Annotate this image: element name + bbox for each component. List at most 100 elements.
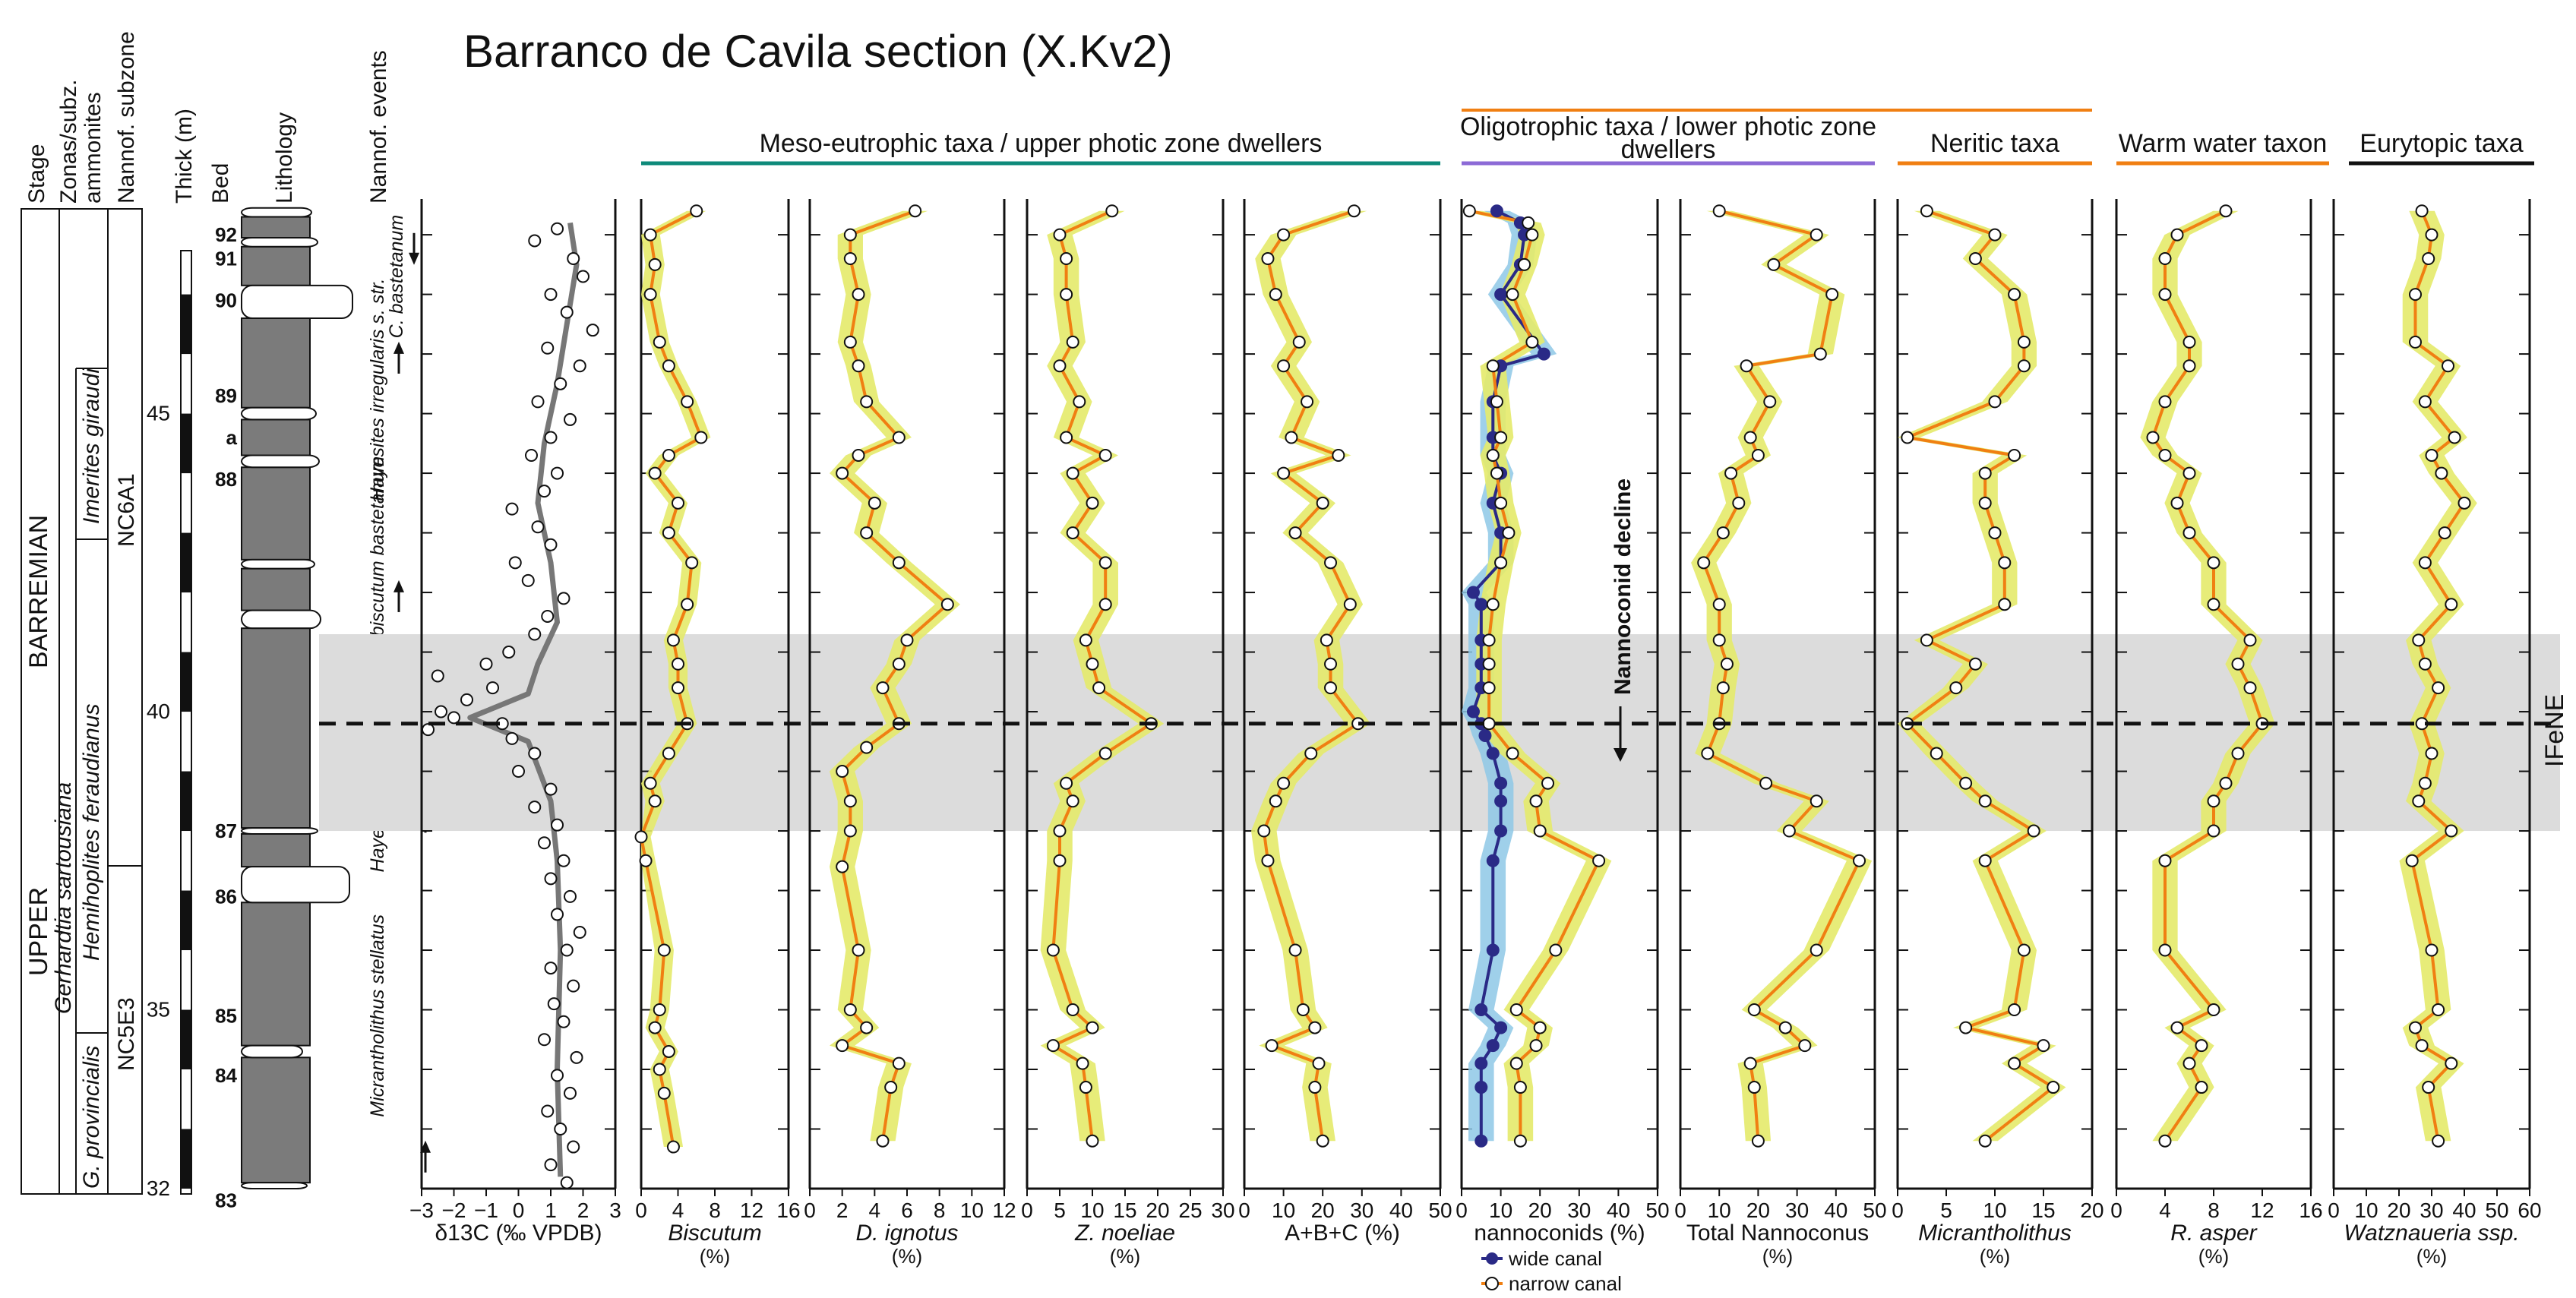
data-point: [643, 288, 657, 302]
data-point: [1092, 681, 1106, 695]
data-point: [1079, 633, 1092, 647]
data-point: [2182, 335, 2196, 349]
d13c-sample-point: [560, 943, 574, 957]
decline-arrow-head: [1614, 748, 1627, 762]
d13c-sample-point: [554, 377, 567, 390]
data-point: [1751, 1134, 1765, 1148]
data-point: [1513, 1134, 1527, 1148]
wide-canal-point: [1474, 598, 1488, 611]
group-label: Eurytopic taxa: [2359, 129, 2524, 158]
limestone-layer: [241, 1044, 303, 1059]
nannofossil-event-label: Micrantholithus stellatus: [367, 914, 388, 1117]
x-tick-label: 10: [2354, 1199, 2378, 1222]
data-point: [1988, 395, 2002, 409]
marl-layer: [241, 567, 311, 611]
ammonite-hemihoplites: Hemihoplites feraudianus: [79, 703, 104, 961]
data-point: [2182, 526, 2196, 540]
data-point: [1053, 228, 1067, 242]
x-tick-label: 30: [1350, 1199, 1373, 1222]
data-point: [1525, 228, 1539, 242]
x-tick-label: 10: [1708, 1199, 1731, 1222]
data-point: [1716, 526, 1730, 540]
thickness-tick-label: 32: [147, 1176, 170, 1200]
ammonite-imerites: Imerites giraudi: [79, 368, 104, 524]
marl-layer: [241, 1056, 311, 1184]
bed-label: 90: [215, 289, 237, 311]
x-tick-label: 0: [804, 1199, 816, 1222]
data-point: [2243, 633, 2257, 647]
bed-label: 92: [215, 223, 237, 246]
d13c-sample-point: [531, 395, 545, 409]
thickness-labels: 32 35 40 45: [147, 402, 170, 1200]
data-point: [1978, 794, 1992, 808]
x-tick-label: 20: [2080, 1199, 2103, 1222]
x-tick-label: 0: [2328, 1199, 2340, 1222]
data-point: [2422, 1081, 2435, 1094]
data-point: [666, 633, 680, 647]
data-point: [2195, 1039, 2208, 1053]
data-point: [1494, 431, 1508, 444]
data-point: [1968, 657, 1982, 671]
data-point: [2158, 854, 2172, 867]
wide-canal-point: [1537, 347, 1550, 361]
series-line: [1471, 209, 1546, 1142]
nannozone-box: [107, 208, 143, 1195]
data-point: [892, 556, 906, 570]
data-point: [1066, 1003, 1079, 1017]
data-point: [1767, 257, 1781, 271]
data-point: [643, 776, 657, 790]
taxa-group-headers: Meso-eutrophic taxa / upper photic zone …: [641, 109, 2534, 166]
data-point: [884, 1081, 898, 1094]
ifene-label: IFeNE: [2540, 694, 2569, 767]
x-tick-label: 30: [1211, 1199, 1234, 1222]
data-point: [1277, 228, 1291, 242]
data-point: [648, 1021, 662, 1034]
data-point: [2438, 526, 2451, 540]
header-zonas-2: ammonites: [81, 92, 106, 204]
data-point: [1998, 598, 2012, 611]
d13c-sample-point: [508, 556, 522, 570]
data-point: [2017, 943, 2031, 957]
data-point: [1506, 747, 1519, 760]
bed-label: 83: [215, 1189, 237, 1212]
data-point: [648, 257, 662, 271]
data-point: [1316, 1134, 1329, 1148]
data-point: [1825, 288, 1839, 302]
confidence-band: [830, 210, 960, 1142]
data-point: [836, 860, 849, 873]
wide-canal-point: [1486, 747, 1500, 760]
data-point: [1486, 359, 1500, 373]
wide-canal-point: [1466, 586, 1480, 599]
d13c-sample-point: [544, 538, 558, 551]
data-point: [2432, 1003, 2445, 1017]
confidence-band: [1462, 210, 1557, 1142]
limestone-layer: [241, 237, 318, 248]
x-tick-label: 15: [1113, 1199, 1136, 1222]
marl-layer: [241, 216, 311, 239]
x-tick-label: 8: [934, 1199, 946, 1222]
data-point: [1920, 633, 1933, 647]
data-point: [2412, 794, 2426, 808]
confidence-band: [1040, 210, 1165, 1142]
ammonite-gprovincialis: G. provincialis: [79, 1046, 104, 1189]
x-tick-label: 10: [960, 1199, 984, 1222]
stage-barremian-label: BARREMIAN: [24, 515, 53, 668]
data-point: [1269, 288, 1282, 302]
data-point: [2418, 657, 2432, 671]
data-point: [690, 204, 703, 218]
x-tick-label: −3: [409, 1199, 434, 1222]
data-point: [1697, 556, 1711, 570]
group-label: Meso-eutrophic taxa / upper photic zone …: [760, 129, 1323, 158]
x-tick-label: 6: [901, 1199, 913, 1222]
data-point: [662, 747, 675, 760]
panel-xlabel: Micrantholithus: [1918, 1221, 2072, 1246]
data-point: [843, 251, 857, 265]
data-point: [1743, 431, 1757, 444]
wide-canal-point: [1466, 705, 1480, 718]
data-point: [2409, 1021, 2422, 1034]
data-point: [843, 794, 857, 808]
d13c-sample-point: [573, 359, 586, 373]
panel-xlabel: A+B+C (%): [1285, 1221, 1400, 1246]
d13c-sample-point: [435, 705, 447, 718]
